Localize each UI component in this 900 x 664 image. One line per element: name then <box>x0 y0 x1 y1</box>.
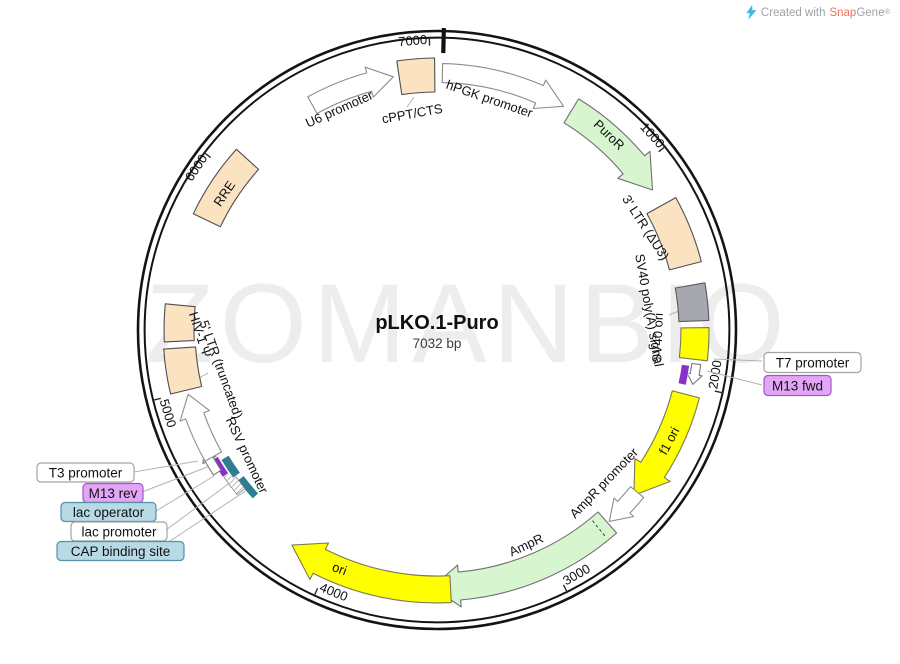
leader-line <box>134 461 198 472</box>
credit-brand-snap: Snap <box>829 7 856 19</box>
callout-label-t3-promoter: T3 promoter <box>49 465 123 480</box>
plasmid-name: pLKO.1-Puro <box>375 312 498 334</box>
leader-line <box>156 476 214 511</box>
credit-text: Created with <box>761 7 826 19</box>
callout-label-cap-binding-site: CAP binding site <box>71 544 171 559</box>
leader-line <box>142 466 210 492</box>
callout-label-t7-promoter: T7 promoter <box>776 355 850 370</box>
feature-sv40-ori[interactable] <box>679 328 709 361</box>
registered-mark: ® <box>884 8 890 16</box>
tick-label-6000: 6000 <box>182 151 211 183</box>
callout-label-m13-rev: M13 rev <box>89 486 138 501</box>
callout-label-m13-fwd: M13 fwd <box>772 378 823 393</box>
leader-line <box>166 482 231 530</box>
feature-ori[interactable] <box>292 543 451 603</box>
leader-line <box>170 490 247 541</box>
callout-label-lac-operator: lac operator <box>73 505 145 520</box>
feature-ampr[interactable] <box>433 512 617 607</box>
tick-label-7000: 7000 <box>398 32 428 49</box>
feature-sv40-polya[interactable] <box>675 283 709 322</box>
callout-label-lac-promoter: lac promoter <box>81 524 157 539</box>
origin-tick <box>443 28 444 53</box>
feature-cppt-cts[interactable] <box>397 58 435 95</box>
feature-label-sv40-ori: SV40 ori <box>649 313 666 363</box>
feature-puror[interactable] <box>564 99 653 190</box>
feature-ltr5[interactable] <box>164 347 202 394</box>
plasmid-size: 7032 bp <box>413 336 462 351</box>
credit-brand-gene: Gene <box>856 7 884 19</box>
feature-label-cppt-cts: cPPT/CTS <box>381 101 444 126</box>
feature-rsv-promoter[interactable] <box>180 394 222 461</box>
snapgene-logo-icon <box>746 5 757 20</box>
